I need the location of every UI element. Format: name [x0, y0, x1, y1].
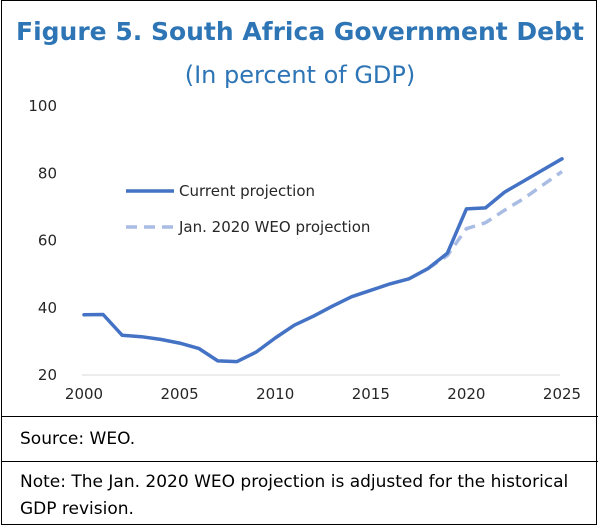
divider-source [2, 416, 598, 417]
x-tick-label: 2025 [543, 385, 581, 403]
series-layer [82, 157, 564, 364]
line-chart: 20 40 60 80 100 2000 2005 2010 2015 2020 2025 Cur… [28, 97, 581, 403]
y-tick-label: 60 [38, 232, 57, 250]
series-line-jan2020-projection [427, 170, 564, 270]
x-tick-label: 2020 [447, 385, 485, 403]
y-axis-ticks: 20 40 60 80 100 [28, 97, 57, 384]
x-tick-label: 2015 [352, 385, 390, 403]
x-axis-ticks: 2000 2005 2010 2015 2020 2025 [65, 385, 581, 403]
legend-label: Current projection [179, 182, 315, 200]
note-text: Note: The Jan. 2020 WEO projection is ad… [20, 472, 569, 519]
legend: Current projection Jan. 2020 WEO projecti… [126, 182, 370, 236]
chart-subtitle: (In percent of GDP) [184, 61, 416, 89]
y-tick-label: 20 [38, 366, 57, 384]
source-text: Source: WEO. [20, 429, 136, 449]
series-line-current-projection [82, 157, 564, 364]
x-tick-label: 2005 [161, 385, 199, 403]
y-tick-label: 80 [38, 164, 57, 182]
y-tick-label: 40 [38, 299, 57, 317]
divider-note [2, 461, 598, 462]
y-tick-label: 100 [28, 97, 57, 115]
x-tick-label: 2000 [65, 385, 103, 403]
x-tick-label: 2010 [256, 385, 294, 403]
chart-title: Figure 5. South Africa Government Debt [16, 17, 584, 46]
legend-label: Jan. 2020 WEO projection [178, 218, 370, 236]
